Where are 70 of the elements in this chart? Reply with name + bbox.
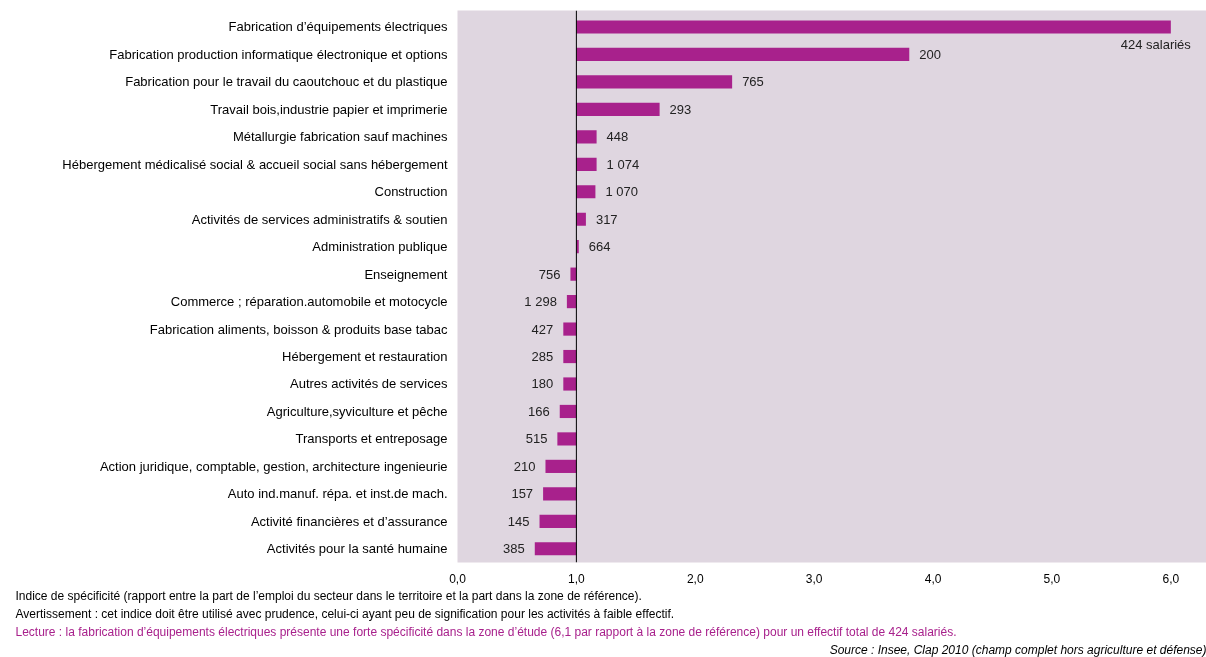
annotation: 1 070 bbox=[605, 184, 638, 200]
annotation: 424 salariés bbox=[1120, 36, 1192, 52]
bar bbox=[559, 404, 577, 419]
annotation: 1 074 bbox=[606, 156, 640, 172]
annotation: 145 bbox=[507, 513, 530, 529]
bar bbox=[539, 514, 577, 528]
bar bbox=[566, 295, 577, 309]
bar bbox=[576, 20, 1171, 34]
x-tick-label: 1,0 bbox=[568, 571, 586, 586]
bar bbox=[576, 75, 733, 89]
bar bbox=[576, 157, 597, 171]
source-note: Source : Insee, Clap 2010 (champ complet hors agriculture et défense) bbox=[829, 642, 1206, 657]
annotation: 448 bbox=[606, 129, 629, 145]
y-tick-label: Activités pour la santé humaine bbox=[266, 541, 448, 557]
annotation: 285 bbox=[531, 349, 554, 365]
x-tick-label: 5,0 bbox=[1043, 571, 1061, 586]
y-tick-label: Agriculture,syviculture et pêche bbox=[266, 403, 448, 419]
y-tick-label: Hébergement médicalisé social & accueil social sans hébergement bbox=[62, 156, 448, 172]
bar bbox=[570, 267, 577, 281]
y-tick-label: Fabrication production informatique électronique et options bbox=[109, 46, 448, 62]
annotation: 1 298 bbox=[524, 294, 557, 310]
y-tick-label: Action juridique, comptable, gestion, architecture ingenieurie bbox=[99, 458, 448, 474]
x-tick-label: 2,0 bbox=[686, 571, 704, 586]
y-tick-label: Fabrication d’équipements électriques bbox=[228, 19, 448, 35]
bar bbox=[534, 542, 577, 556]
bar bbox=[576, 102, 660, 116]
bar bbox=[545, 459, 577, 473]
annotation: 200 bbox=[919, 46, 941, 62]
x-tick-label: 3,0 bbox=[805, 571, 823, 586]
x-tick-label: 6,0 bbox=[1162, 571, 1180, 586]
bar bbox=[576, 130, 597, 144]
x-tick-label: 0,0 bbox=[449, 571, 467, 586]
x-tick-label: 4,0 bbox=[924, 571, 942, 586]
annotation: 765 bbox=[742, 74, 764, 90]
annotation: 210 bbox=[513, 458, 536, 474]
y-tick-label: Autres activités de services bbox=[290, 376, 448, 392]
annotation: 385 bbox=[503, 541, 525, 557]
bar bbox=[576, 185, 596, 199]
annotation: 157 bbox=[511, 486, 534, 502]
annotation: 293 bbox=[669, 101, 692, 117]
y-tick-label: Auto ind.manuf. répa. et inst.de mach. bbox=[227, 486, 448, 502]
annotation: 515 bbox=[525, 431, 548, 447]
bar bbox=[563, 322, 577, 336]
text: Lecture : la fabrication d’équipements électriques présente une forte spécificité dans la zone d’étude (6,1 par rapport à la zone de référence) pour un effectif total de 424 salariés. bbox=[15, 624, 957, 639]
y-tick-label: Activités de services administratifs & soutien bbox=[191, 211, 448, 227]
bar bbox=[576, 212, 586, 226]
y-tick-label: Transports et entreposage bbox=[295, 431, 448, 447]
bar bbox=[576, 47, 910, 62]
bar bbox=[563, 349, 577, 364]
bar bbox=[563, 377, 577, 391]
annotation: 756 bbox=[538, 266, 561, 282]
annotation: 317 bbox=[595, 211, 618, 227]
annotation: 180 bbox=[531, 376, 554, 392]
text: Indice de spécificité (rapport entre la part de l’emploi du secteur dans le territoire et la part dans la zone de référence). bbox=[15, 588, 642, 603]
y-tick-label: Métallurgie fabrication sauf machines bbox=[232, 129, 448, 145]
y-tick-label: Travail bois,industrie papier et imprimerie bbox=[210, 101, 448, 117]
bar bbox=[557, 432, 577, 446]
y-tick-label: Enseignement bbox=[364, 266, 448, 282]
annotation: 664 bbox=[588, 239, 611, 255]
y-tick-label: Fabrication aliments, boisson & produits base tabac bbox=[149, 321, 448, 337]
y-tick-label: Administration publique bbox=[312, 239, 448, 255]
y-tick-label: Commerce ; réparation.automobile et motocycle bbox=[170, 294, 448, 310]
annotation: 427 bbox=[531, 321, 554, 337]
bar bbox=[543, 487, 577, 501]
y-tick-label: Fabrication pour le travail du caoutchouc et du plastique bbox=[125, 74, 448, 90]
text: Avertissement : cet indice doit être utilisé avec prudence, celui-ci ayant peu de signification pour les activités à faible effectif. bbox=[15, 606, 675, 621]
y-tick-label: Construction bbox=[374, 184, 448, 200]
y-tick-label: Activité financières et d’assurance bbox=[250, 513, 448, 529]
y-tick-label: Hébergement et restauration bbox=[282, 349, 448, 365]
annotation: 166 bbox=[528, 403, 550, 419]
